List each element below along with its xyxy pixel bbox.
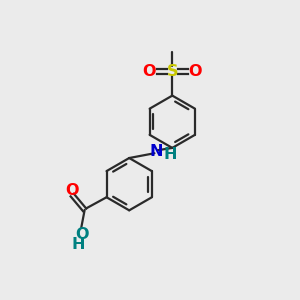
Text: O: O: [189, 64, 202, 79]
Text: S: S: [167, 64, 178, 79]
Text: O: O: [142, 64, 156, 79]
Text: H: H: [72, 237, 85, 252]
Text: H: H: [164, 147, 177, 162]
Text: O: O: [65, 183, 79, 198]
Text: O: O: [76, 227, 89, 242]
Text: N: N: [149, 144, 163, 159]
